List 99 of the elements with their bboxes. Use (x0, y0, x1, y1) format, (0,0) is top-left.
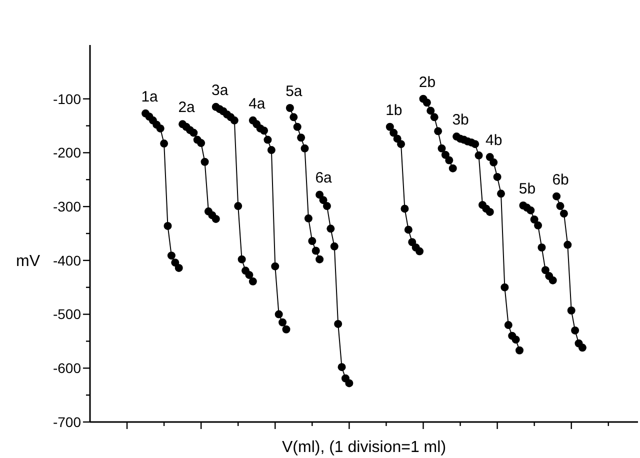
point (497, 190, 505, 198)
point (267, 146, 276, 154)
series-label: 4b (486, 132, 502, 150)
point (334, 320, 342, 328)
series-label: 3a (212, 82, 229, 99)
point (408, 238, 416, 246)
point (548, 276, 557, 284)
point (171, 258, 180, 267)
point (260, 126, 268, 135)
point (441, 150, 450, 159)
point (174, 264, 183, 272)
point (274, 310, 283, 318)
point (264, 136, 272, 144)
x-axis-title: V(ml), (1 division=1 ml) (282, 439, 446, 456)
point (278, 318, 287, 326)
point (471, 140, 480, 148)
y-tick-label: -600 (52, 360, 82, 376)
point (300, 144, 309, 152)
point (434, 127, 442, 136)
point (490, 158, 498, 166)
point (386, 122, 394, 131)
point (530, 215, 538, 224)
point (156, 124, 164, 132)
point (238, 255, 246, 264)
y-tick-label: -300 (52, 198, 82, 214)
point (416, 247, 424, 256)
point (397, 140, 406, 148)
point (500, 283, 509, 292)
y-tick-label: -100 (52, 90, 82, 107)
point (474, 151, 483, 160)
point (197, 139, 206, 148)
point (404, 226, 412, 234)
point (512, 336, 520, 344)
point (538, 244, 546, 252)
point (493, 172, 502, 181)
point (486, 153, 494, 162)
point (326, 224, 335, 233)
point (564, 240, 572, 249)
series-label: 6b (552, 171, 569, 188)
point (552, 192, 561, 200)
series-label: 1b (386, 102, 402, 119)
series-label: 2a (178, 99, 196, 116)
series-label: 4a (248, 95, 266, 112)
point (560, 210, 568, 218)
point (338, 363, 346, 372)
point (345, 379, 354, 388)
point (578, 344, 586, 352)
point (430, 113, 438, 122)
point (445, 156, 454, 164)
point (319, 196, 328, 204)
point (271, 262, 280, 270)
point (322, 202, 331, 210)
point (422, 98, 431, 107)
point (438, 144, 446, 152)
point (312, 246, 320, 255)
series-label: 6a (315, 170, 333, 187)
point (230, 116, 238, 124)
point (316, 190, 324, 199)
point (308, 237, 316, 246)
point (286, 104, 294, 112)
point (282, 325, 290, 334)
point (212, 214, 220, 223)
point (190, 128, 198, 137)
series-label: 1a (141, 88, 159, 106)
point (297, 134, 306, 142)
point (390, 128, 398, 137)
point (486, 208, 494, 216)
point (426, 106, 435, 115)
point (400, 204, 409, 213)
point (541, 266, 550, 274)
point (304, 214, 312, 222)
series-label: 3b (452, 112, 469, 129)
series-label: 5b (518, 180, 536, 198)
point (571, 326, 580, 334)
series-label: 2b (418, 74, 436, 91)
y-tick-label: -500 (52, 306, 82, 322)
point (160, 140, 168, 148)
point (556, 202, 564, 210)
y-tick-label: -400 (52, 252, 82, 268)
point (316, 255, 324, 264)
point (234, 202, 242, 210)
point (504, 321, 512, 330)
y-tick-label: -200 (52, 144, 82, 161)
series-label: 5a (286, 83, 303, 100)
point (293, 122, 302, 131)
point (248, 277, 257, 286)
point (167, 252, 176, 260)
point (526, 206, 535, 214)
y-tick-label: -700 (52, 414, 82, 430)
point (567, 306, 576, 315)
point (245, 270, 254, 279)
point (534, 221, 542, 230)
y-axis-title: mV (16, 253, 40, 270)
point (290, 113, 298, 122)
point (200, 158, 209, 166)
point (448, 164, 457, 172)
point (516, 346, 524, 354)
point (164, 222, 172, 230)
point (330, 242, 338, 250)
